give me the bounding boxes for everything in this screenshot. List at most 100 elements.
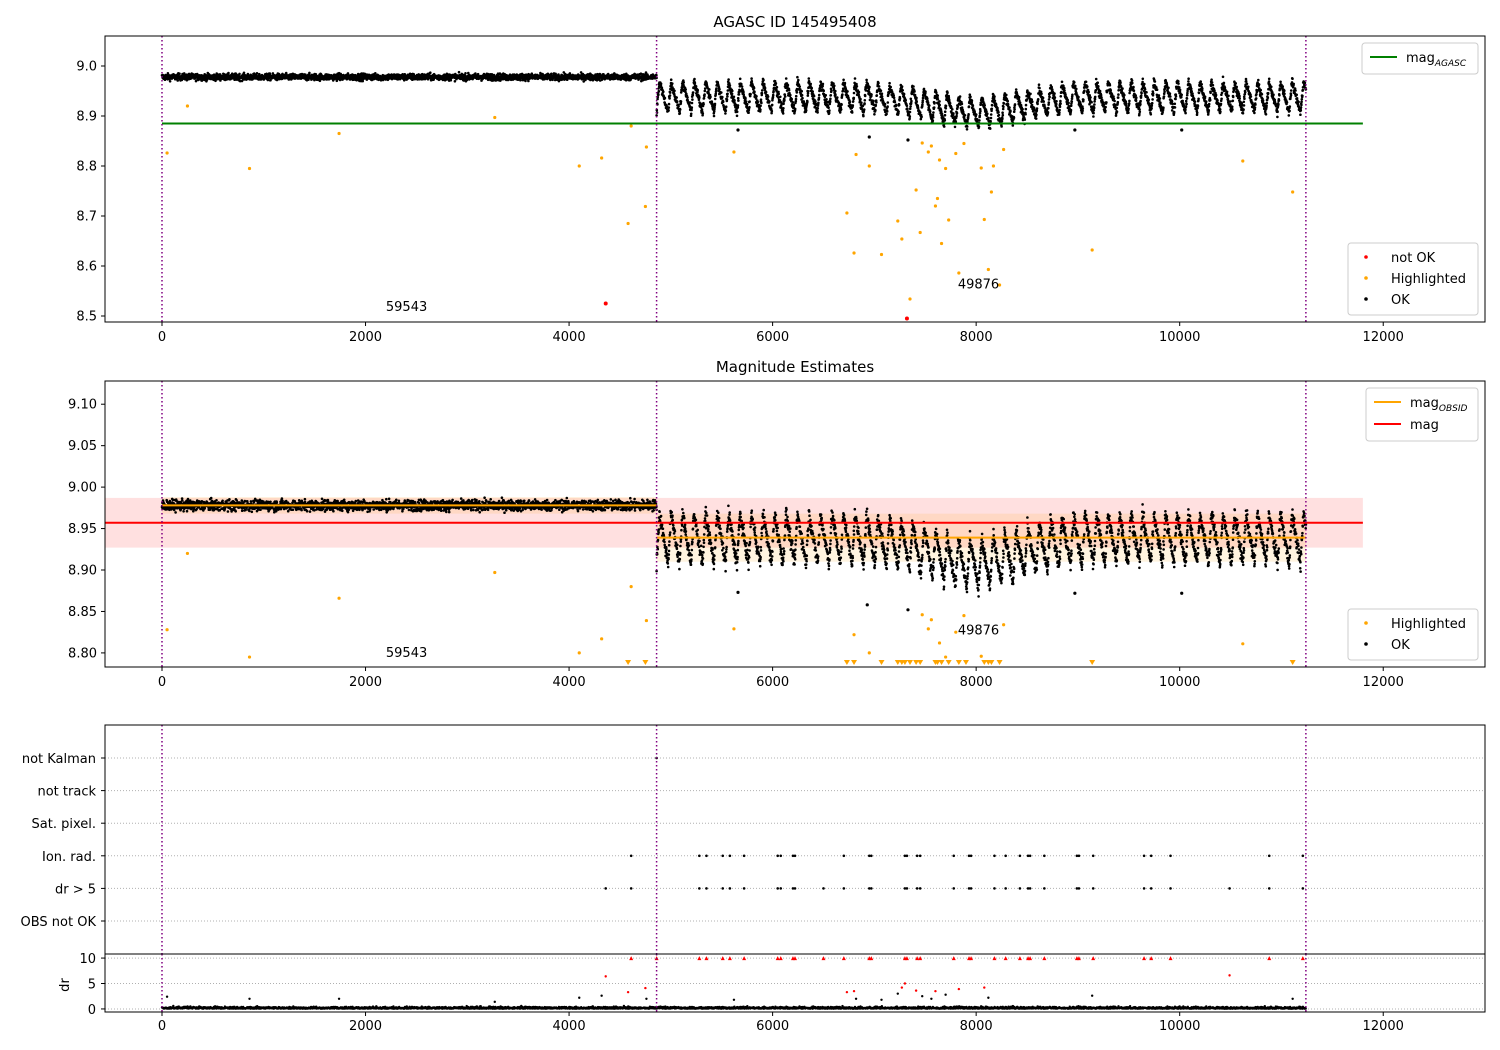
- flag-point: [1267, 854, 1271, 858]
- ok-point: [906, 608, 910, 612]
- flag-point: [969, 854, 973, 858]
- x-tick-label: 8000: [960, 675, 993, 690]
- dr-capped-marker: [1142, 956, 1147, 961]
- ok-point: [865, 603, 869, 607]
- legend-line-label: magOBSID: [1410, 396, 1468, 414]
- flag-row-label: OBS not OK: [21, 915, 97, 930]
- y-tick-label: 8.5: [76, 310, 97, 325]
- dr-capped-marker: [1003, 956, 1008, 961]
- highlighted-point: [629, 584, 633, 589]
- dr-point-flagged: [983, 986, 986, 989]
- flag-point: [779, 854, 783, 858]
- dr-capped-marker: [1017, 956, 1022, 961]
- highlighted-point: [852, 251, 856, 255]
- legend-point-label: Highlighted: [1391, 617, 1466, 632]
- dr-point: [930, 997, 933, 1000]
- flag-point: [915, 887, 919, 890]
- y-tick-label: 8.6: [76, 260, 97, 275]
- x-tick-label: 8000: [960, 330, 993, 345]
- flag-row-label: not Kalman: [22, 752, 96, 767]
- flag-point: [952, 854, 956, 858]
- highlighted-point: [493, 570, 497, 575]
- dr-capped-marker: [1168, 956, 1173, 961]
- flag-point: [1004, 854, 1007, 858]
- flag-point: [629, 854, 633, 858]
- dr-capped-marker: [697, 956, 702, 961]
- flag-point: [822, 887, 825, 890]
- dr-point-flagged: [957, 987, 961, 991]
- flag-point: [1091, 854, 1095, 858]
- dr-point: [1291, 997, 1294, 1000]
- y-tick-label: 9.0: [76, 60, 97, 75]
- highlighted-point: [914, 188, 918, 192]
- flag-point: [1301, 854, 1305, 858]
- legend-box: [1361, 42, 1479, 75]
- dr-point: [921, 995, 924, 998]
- highlighted-point: [845, 211, 849, 215]
- highlighted-point: [247, 166, 252, 171]
- flag-point: [1004, 887, 1007, 890]
- highlighted-point: [644, 145, 649, 149]
- highlighted-point: [337, 596, 341, 600]
- x-tick-label: 12000: [1363, 1019, 1404, 1034]
- highlighted-point: [644, 618, 649, 623]
- highlighted-point: [944, 655, 948, 659]
- flag-row-label: not track: [37, 785, 96, 800]
- highlighted-point: [643, 204, 647, 209]
- flag-point: [776, 854, 779, 858]
- dr-capped-marker: [951, 956, 956, 961]
- flag-point: [728, 854, 732, 858]
- dr-point-flagged: [604, 975, 607, 978]
- clipped-highlighted-marker: [901, 660, 908, 665]
- x-tick-label: 0: [158, 675, 166, 690]
- highlighted-point: [920, 141, 924, 145]
- legend-label-main: mag: [1410, 418, 1439, 433]
- dr-point: [896, 992, 899, 995]
- flag-point: [698, 854, 701, 858]
- ok-point: [1073, 128, 1077, 132]
- flag-point: [842, 854, 846, 858]
- dr-point-flagged: [934, 989, 937, 993]
- flag-point: [742, 887, 746, 890]
- dr-point: [600, 994, 603, 997]
- highlighted-point: [920, 613, 924, 617]
- ok-point: [736, 590, 740, 594]
- highlighted-point: [1241, 159, 1245, 163]
- y-tick-label: 8.90: [68, 564, 97, 579]
- flag-point: [867, 854, 871, 858]
- obsid-label: 49876: [958, 624, 999, 639]
- x-tick-label: 12000: [1363, 330, 1404, 345]
- dr-capped-marker: [742, 956, 747, 961]
- highlighted-point: [1090, 248, 1094, 252]
- dr-point: [1090, 994, 1094, 997]
- highlighted-point: [954, 630, 958, 634]
- clipped-highlighted-marker: [938, 660, 945, 665]
- legend-marker-highlighted: [1364, 276, 1368, 280]
- dr-capped-marker: [841, 956, 846, 961]
- x-tick-label: 6000: [756, 675, 789, 690]
- x-tick-label: 4000: [553, 675, 586, 690]
- y-tick-label: 8.85: [68, 605, 97, 620]
- highlighted-point: [991, 164, 996, 168]
- dr-point-flagged: [845, 990, 849, 994]
- y-tick-label: 8.8: [76, 160, 97, 175]
- legend-label-subscript: AGASC: [1434, 59, 1467, 69]
- clipped-highlighted-marker: [878, 660, 885, 665]
- legend-marker-highlighted: [1364, 621, 1368, 625]
- highlighted-point: [165, 151, 169, 155]
- highlighted-point: [185, 551, 190, 556]
- highlighted-point: [929, 144, 933, 148]
- clipped-highlighted-marker: [996, 660, 1003, 665]
- flag-point: [1142, 887, 1146, 890]
- dr-capped-marker: [969, 956, 974, 961]
- flag-point: [915, 854, 919, 858]
- flag-point: [1228, 887, 1231, 890]
- flag-point: [903, 854, 907, 858]
- legend-label-subscript: OBSID: [1439, 404, 1468, 414]
- legend-box: [1347, 608, 1479, 661]
- flag-point: [604, 887, 608, 890]
- dr-capped-marker: [869, 956, 874, 961]
- flag-point: [903, 887, 907, 890]
- y-axis-label: dr: [58, 978, 73, 992]
